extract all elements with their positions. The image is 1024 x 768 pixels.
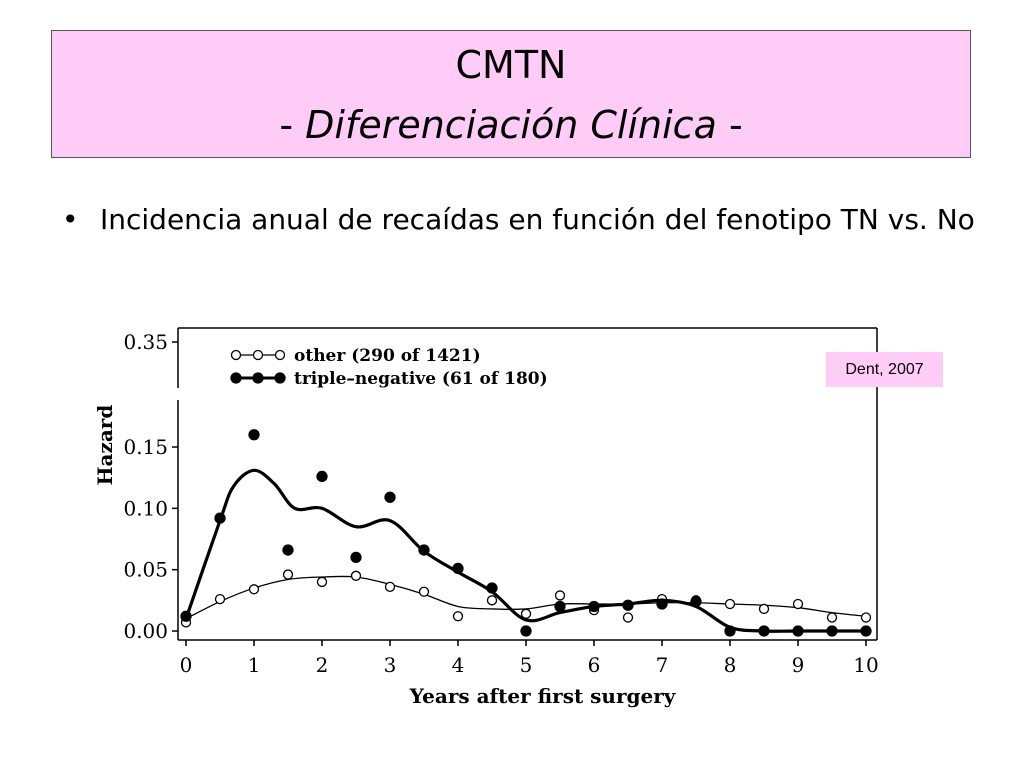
data-point-1 — [588, 600, 600, 613]
x-tick-label: 3 — [384, 653, 397, 677]
subtitle-prefix: - — [279, 103, 306, 147]
subtitle-text: Diferenciación Clínica — [305, 103, 717, 147]
x-tick-label: 10 — [853, 653, 878, 677]
legend-marker-0 — [230, 349, 242, 361]
x-tick-label: 9 — [792, 653, 805, 677]
data-point-0 — [690, 595, 702, 606]
data-point-1 — [214, 512, 226, 524]
legend-marker-1 — [252, 372, 264, 384]
data-point-1 — [554, 600, 566, 613]
citation-badge: Dent, 2007 — [826, 352, 943, 387]
y-axis-label: Hazard — [93, 405, 117, 486]
data-point-0 — [180, 617, 192, 628]
x-tick-label: 0 — [180, 653, 193, 677]
x-tick-label: 4 — [452, 653, 465, 677]
data-point-1 — [384, 491, 396, 503]
legend-label-0: other (290 of 1421) — [294, 346, 481, 366]
data-point-1 — [486, 582, 498, 594]
series-line-0 — [185, 575, 867, 620]
bullet-text: Incidencia anual de recaídas en función … — [100, 203, 975, 236]
data-point-0 — [418, 586, 430, 597]
data-point-1 — [418, 544, 430, 556]
data-point-1 — [860, 625, 872, 637]
x-tick-label: 6 — [588, 653, 601, 677]
x-tick-label: 2 — [316, 653, 329, 677]
data-point-1 — [452, 562, 464, 575]
data-point-1 — [792, 625, 804, 637]
data-point-1 — [520, 625, 532, 637]
data-point-1 — [248, 429, 260, 441]
x-tick-label: 1 — [248, 653, 261, 677]
data-point-0 — [452, 611, 464, 622]
data-point-0 — [826, 612, 838, 623]
data-point-0 — [758, 603, 770, 615]
data-point-1 — [656, 598, 668, 610]
legend-marker-0 — [252, 349, 264, 361]
bullet-marker: • — [62, 203, 79, 236]
data-point-0 — [350, 570, 362, 581]
data-point-0 — [214, 593, 226, 605]
data-point-1 — [690, 595, 702, 608]
data-point-0 — [384, 581, 396, 592]
data-point-0 — [860, 612, 872, 623]
data-point-0 — [656, 593, 668, 605]
slide-subtitle: - Diferenciación Clínica - — [52, 103, 970, 147]
data-point-1 — [180, 610, 192, 622]
legend-marker-1 — [230, 372, 242, 384]
data-point-1 — [282, 544, 294, 556]
data-point-0 — [486, 595, 498, 606]
series-line-1 — [184, 468, 866, 633]
y-tick-label: 0.00 — [123, 619, 168, 643]
data-point-1 — [724, 625, 736, 637]
x-tick-label: 8 — [724, 653, 737, 677]
y-tick-label: 0.05 — [123, 558, 168, 582]
data-point-1 — [350, 551, 362, 564]
legend-label-1: triple–negative (61 of 180) — [294, 369, 548, 389]
data-point-1 — [316, 470, 328, 483]
subtitle-suffix: - — [716, 103, 743, 147]
data-point-0 — [724, 598, 736, 610]
data-point-0 — [520, 608, 532, 619]
data-point-0 — [282, 569, 294, 580]
legend-marker-1 — [274, 372, 286, 384]
data-point-0 — [588, 604, 600, 616]
data-point-0 — [248, 584, 260, 595]
data-point-1 — [622, 599, 634, 611]
data-point-0 — [554, 590, 566, 601]
data-point-1 — [826, 625, 838, 637]
y-tick-label: 0.35 — [123, 330, 168, 354]
data-point-0 — [316, 576, 328, 588]
x-tick-label: 7 — [656, 653, 669, 677]
x-axis-label: Years after first surgery — [409, 684, 677, 708]
y-tick-label: 0.15 — [123, 435, 168, 459]
slide-title: CMTN — [455, 43, 567, 87]
legend-marker-0 — [274, 349, 286, 361]
x-tick-label: 5 — [520, 653, 533, 677]
data-point-0 — [622, 612, 634, 623]
y-tick-label: 0.10 — [123, 496, 168, 520]
data-point-1 — [758, 625, 770, 637]
title-box: CMTN - Diferenciación Clínica - — [51, 30, 971, 158]
data-point-0 — [792, 598, 804, 610]
